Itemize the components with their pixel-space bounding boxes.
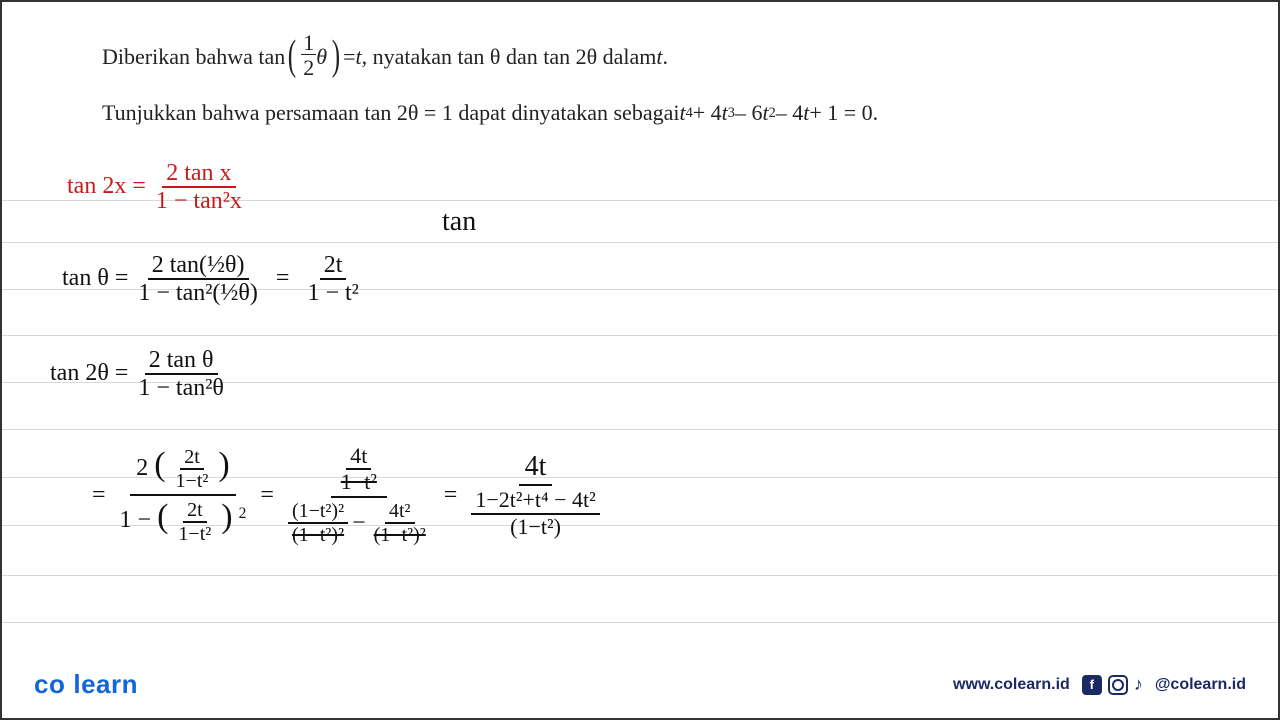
frac-num: 2 tan x <box>162 160 235 188</box>
brand-part-b: learn <box>73 669 138 699</box>
exp: 2 <box>769 102 776 125</box>
handwriting-tan-2theta: tan 2θ = 2 tan θ 1 − tan²θ <box>50 347 228 402</box>
hw-text: tan 2x = <box>67 173 146 199</box>
problem-line-2: Tunjukkan bahwa persamaan tan 2θ = 1 dap… <box>102 95 1238 130</box>
inner-fraction: 4t² (1−t²)² <box>370 500 430 546</box>
footer: colearn www.colearn.id f ♪ @colearn.id <box>2 669 1278 700</box>
brand-part-a: co <box>34 669 65 699</box>
text: . <box>663 39 669 74</box>
frac-num: 1 <box>301 32 316 55</box>
ruled-line <box>2 429 1278 430</box>
paren-left: ( <box>288 40 296 74</box>
frac-num: 4t <box>346 444 371 470</box>
brand-logo: colearn <box>34 669 138 700</box>
inner-fraction: 1−2t²+t⁴ − 4t² (1−t²) <box>471 488 599 538</box>
paren-right: ) <box>218 446 229 483</box>
inner-fraction: 4t 1−t² <box>337 444 381 494</box>
frac-den: (1−t²) <box>506 515 565 539</box>
ruled-line <box>2 242 1278 243</box>
frac-den: 2 <box>301 55 316 81</box>
ruled-line <box>2 622 1278 623</box>
frac-num: 4t <box>519 450 553 487</box>
frac-den: 1 − tan²θ <box>134 375 228 401</box>
equals: = <box>92 482 106 508</box>
big-fraction-1: 2 ( 2t 1−t² ) 1 − ( 2t 1−t² ) 2 <box>114 444 253 547</box>
paren-left: ( <box>154 446 165 483</box>
text: + 1 = 0. <box>809 95 878 130</box>
big-fraction-3: 4t 1−2t²+t⁴ − 4t² (1−t²) <box>465 450 605 541</box>
frac-den-strike: (1−t²)² <box>370 524 430 546</box>
frac-num: 1−2t²+t⁴ − 4t² <box>471 488 599 514</box>
frac-num: 2t <box>320 252 347 280</box>
theta: θ <box>316 39 327 74</box>
frac-den: 1 − tan²x <box>152 188 246 214</box>
fraction: 2 tan x 1 − tan²x <box>152 160 246 215</box>
hw-text: tan <box>442 206 476 237</box>
fraction: 2 tan(½θ) 1 − tan²(½θ) <box>134 252 262 307</box>
frac-den: 1−t² <box>172 470 213 492</box>
text: – 6 <box>735 95 763 130</box>
handwriting-stub: tan <box>442 207 476 238</box>
equals: = <box>444 482 458 508</box>
footer-right: www.colearn.id f ♪ @colearn.id <box>953 674 1246 695</box>
problem-line-1: Diberikan bahwa tan ( 1 2 θ ) = t , nyat… <box>102 32 1238 81</box>
hw-text: tan θ = <box>62 265 128 291</box>
instagram-icon <box>1108 675 1128 695</box>
exp: 2 <box>239 505 247 522</box>
hw-text: tan 2θ = <box>50 360 128 386</box>
frac-den: 1−t² <box>174 523 215 545</box>
frac-num: 2t <box>183 499 207 523</box>
paren-right: ) <box>221 498 232 535</box>
frac-den: 1 − tan²(½θ) <box>134 280 262 306</box>
paren-right: ) <box>332 40 340 74</box>
inner-fraction: 2t 1−t² <box>172 446 213 492</box>
fraction: 2t 1 − t² <box>303 252 362 307</box>
text: Tunjukkan bahwa persamaan tan 2θ = 1 dap… <box>102 95 679 130</box>
social-handle: @colearn.id <box>1155 676 1246 694</box>
text: , nyatakan tan θ dan tan 2θ dalam <box>362 39 657 74</box>
text: + 4 <box>693 95 722 130</box>
social-icons: f ♪ <box>1082 674 1143 695</box>
equals: = <box>260 482 274 508</box>
frac-den-strike: (1−t²)² <box>288 524 348 546</box>
frac-num: 4t² <box>385 500 415 524</box>
exp: 4 <box>686 102 693 125</box>
handwriting-tan-theta: tan θ = 2 tan(½θ) 1 − tan²(½θ) = 2t 1 − … <box>62 252 363 307</box>
handwriting-expansion: = 2 ( 2t 1−t² ) 1 − ( 2t 1−t² ) 2 = 4t <box>92 442 606 548</box>
footer-url: www.colearn.id <box>953 676 1070 694</box>
frac-num: (1−t²)² <box>288 500 348 524</box>
ruled-line <box>2 575 1278 576</box>
frac-num: 2t <box>180 446 204 470</box>
frac-num: 4t 1−t² <box>331 442 387 498</box>
hw-text: 1 − <box>120 507 152 533</box>
big-fraction-2: 4t 1−t² (1−t²)² (1−t²)² − 4t² (1−t²)² <box>282 442 436 548</box>
handwriting-red-formula: tan 2x = 2 tan x 1 − tan²x <box>67 160 246 215</box>
frac-den-strike: 1−t² <box>337 470 381 494</box>
frac-den: 1−2t²+t⁴ − 4t² (1−t²) <box>465 486 605 540</box>
equals: = <box>276 265 290 291</box>
fraction-half: 1 2 <box>301 32 316 81</box>
text: Diberikan bahwa tan <box>102 39 285 74</box>
problem-statement: Diberikan bahwa tan ( 1 2 θ ) = t , nyat… <box>102 32 1238 139</box>
frac-den: (1−t²)² (1−t²)² − 4t² (1−t²)² <box>282 498 436 548</box>
inner-fraction: (1−t²)² (1−t²)² <box>288 500 348 546</box>
hw-text: 2 <box>136 455 148 481</box>
inner-fraction: 2t 1−t² <box>174 499 215 545</box>
paren-left: ( <box>157 498 168 535</box>
text: = <box>343 39 355 74</box>
text: – 4 <box>776 95 804 130</box>
tiktok-icon: ♪ <box>1134 674 1143 695</box>
exp: 3 <box>728 102 735 125</box>
fraction: 2 tan θ 1 − tan²θ <box>134 347 228 402</box>
minus: − <box>352 510 366 536</box>
frac-num: 2 tan(½θ) <box>148 252 249 280</box>
ruled-line <box>2 335 1278 336</box>
frac-den: 1 − ( 2t 1−t² ) 2 <box>114 496 253 546</box>
frac-num: 2 ( 2t 1−t² ) <box>130 444 236 496</box>
frac-num: 2 tan θ <box>145 347 218 375</box>
frac-den: 1 − t² <box>303 280 362 306</box>
facebook-icon: f <box>1082 675 1102 695</box>
